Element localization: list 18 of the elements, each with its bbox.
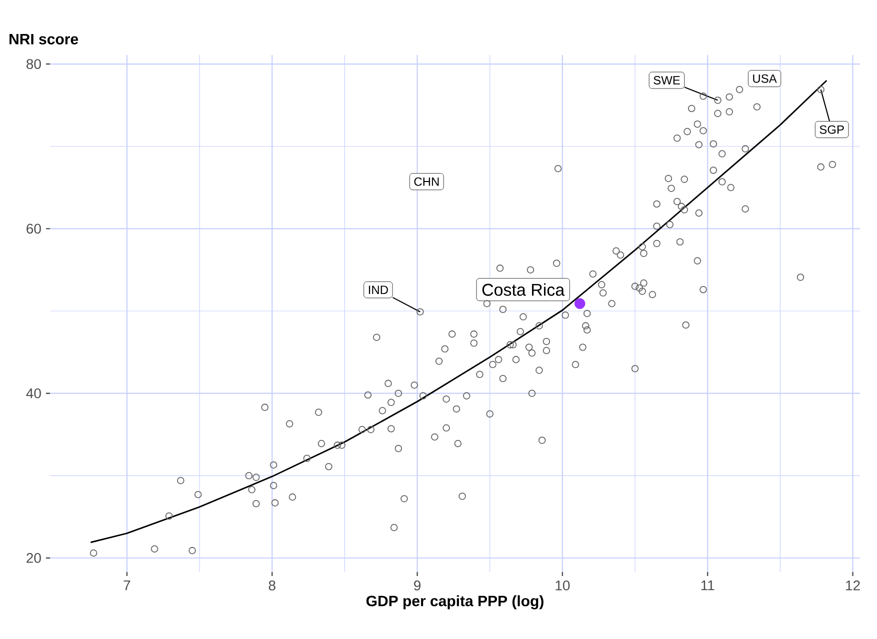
annotation: SGP [820,125,844,134]
x-tick-label: 7 [124,580,130,590]
annotation: CHN [414,177,439,186]
x-axis-title: GDP per capita PPP (log) [366,595,544,610]
x-tick-label: 11 [701,580,714,590]
x-tick-label: 8 [268,580,276,590]
y-tick-label: 60 [26,224,41,234]
y-tick-label: 40 [26,388,41,398]
annotation: IND [368,286,388,294]
annotation: USA [753,74,777,83]
x-tick-label: 9 [414,580,420,590]
y-tick-label: 20 [26,553,41,563]
annotation: SWE [654,76,680,85]
y-axis-title: NRI score [10,34,78,44]
x-tick-label: 10 [556,580,570,590]
y-tick-label: 80 [26,59,41,69]
series-label: Costa Rica [482,283,565,296]
x-tick-label: 12 [846,580,860,590]
